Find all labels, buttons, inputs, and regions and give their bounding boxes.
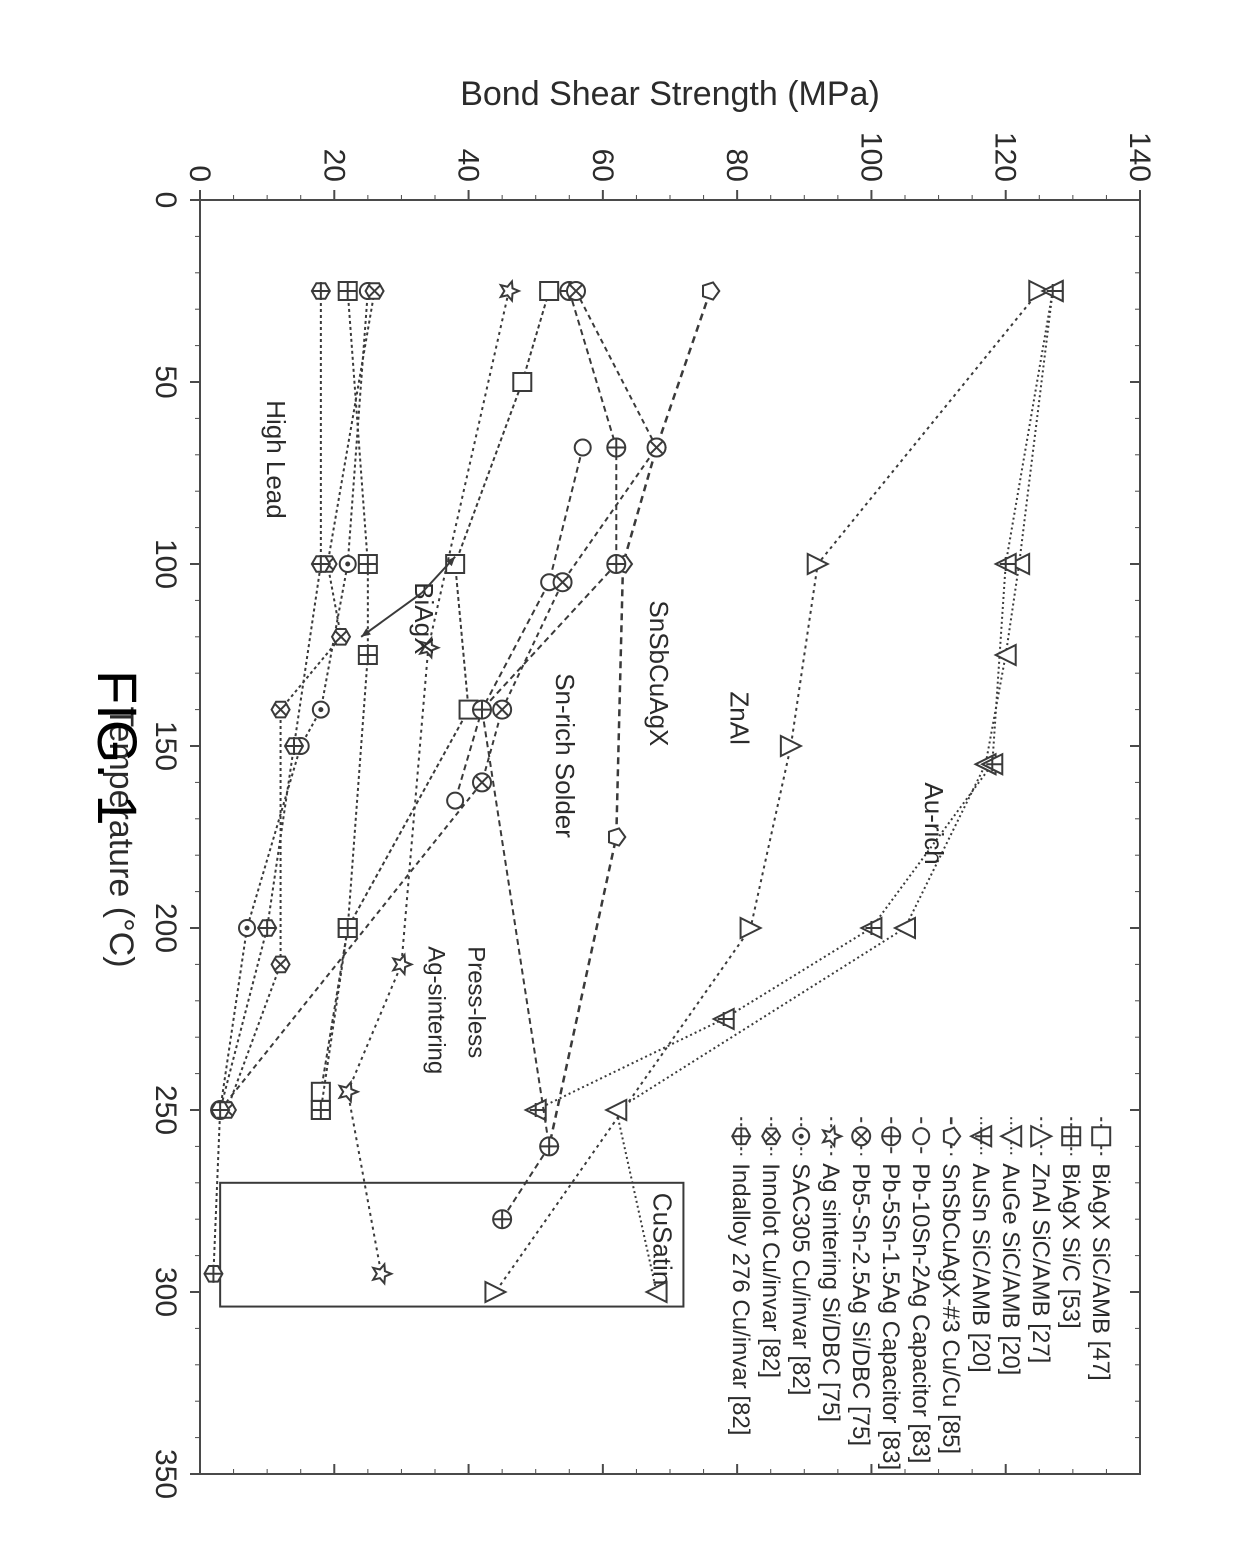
svg-text:100: 100 xyxy=(149,539,182,589)
chart-plot: 050100150200250300350020406080100120140T… xyxy=(60,30,1180,1514)
svg-text:350: 350 xyxy=(149,1449,182,1499)
svg-text:80: 80 xyxy=(720,149,753,182)
svg-text:Bond Shear Strength (MPa): Bond Shear Strength (MPa) xyxy=(460,75,880,113)
svg-text:CuSatin: CuSatin xyxy=(647,1193,677,1286)
svg-text:40: 40 xyxy=(452,149,485,182)
svg-text:Pb-5Sn-1.5Ag Capacitor [83]: Pb-5Sn-1.5Ag Capacitor [83] xyxy=(877,1163,904,1470)
svg-text:ZnAl: ZnAl xyxy=(724,691,754,744)
svg-text:Ag sintering Si/DBC [75]: Ag sintering Si/DBC [75] xyxy=(817,1163,844,1422)
legend-entry: Pb-10Sn-2Ag Capacitor [83] xyxy=(907,1117,934,1463)
svg-text:140: 140 xyxy=(1123,132,1156,182)
svg-text:50: 50 xyxy=(149,365,182,398)
svg-text:250: 250 xyxy=(149,1085,182,1135)
svg-text:BiAgX Si/C [53]: BiAgX Si/C [53] xyxy=(1057,1163,1084,1328)
svg-text:AuSn SiC/AMB [20]: AuSn SiC/AMB [20] xyxy=(967,1163,994,1372)
svg-text:SAC305 Cu/invar [82]: SAC305 Cu/invar [82] xyxy=(787,1163,814,1395)
svg-text:Press-less: Press-less xyxy=(463,946,490,1058)
svg-text:SnSbCuAgX: SnSbCuAgX xyxy=(644,600,674,746)
svg-text:Innolot Cu/invar [82]: Innolot Cu/invar [82] xyxy=(757,1163,784,1378)
svg-text:ZnAl SiC/AMB [27]: ZnAl SiC/AMB [27] xyxy=(1027,1163,1054,1363)
svg-text:100: 100 xyxy=(854,132,887,182)
svg-text:0: 0 xyxy=(183,165,216,182)
svg-text:Au-rich: Au-rich xyxy=(919,782,949,864)
svg-text:High Lead: High Lead xyxy=(261,400,291,519)
svg-text:120: 120 xyxy=(989,132,1022,182)
svg-text:Indalloy 276 Cu/invar [82]: Indalloy 276 Cu/invar [82] xyxy=(727,1163,754,1435)
svg-text:0: 0 xyxy=(149,192,182,209)
svg-text:60: 60 xyxy=(586,149,619,182)
legend-entry: Indalloy 276 Cu/invar [82] xyxy=(727,1117,754,1435)
svg-text:150: 150 xyxy=(149,721,182,771)
svg-text:BiAgX SiC/AMB [47]: BiAgX SiC/AMB [47] xyxy=(1087,1163,1114,1380)
svg-text:Sn-rich Solder: Sn-rich Solder xyxy=(550,673,580,838)
legend-entry: Pb5-Sn-2.5Ag Si/DBC [75] xyxy=(847,1117,874,1446)
svg-text:300: 300 xyxy=(149,1267,182,1317)
svg-text:Pb5-Sn-2.5Ag Si/DBC [75]: Pb5-Sn-2.5Ag Si/DBC [75] xyxy=(847,1163,874,1446)
figure-caption: FIG. 1 xyxy=(85,670,150,826)
svg-text:20: 20 xyxy=(317,149,350,182)
svg-text:Pb-10Sn-2Ag Capacitor [83]: Pb-10Sn-2Ag Capacitor [83] xyxy=(907,1163,934,1463)
legend-entry: SnSbCuAgX-#3 Cu/Cu [85] xyxy=(937,1117,964,1454)
figure-rotated-container: 050100150200250300350020406080100120140T… xyxy=(60,30,1180,1514)
svg-text:AuGe SiC/AMB [20]: AuGe SiC/AMB [20] xyxy=(997,1163,1024,1375)
legend-entry: Pb-5Sn-1.5Ag Capacitor [83] xyxy=(877,1117,904,1470)
svg-text:200: 200 xyxy=(149,903,182,953)
svg-text:BiAgX: BiAgX xyxy=(409,582,439,654)
svg-text:Ag-sintering: Ag-sintering xyxy=(422,946,449,1074)
legend-entry: Ag sintering Si/DBC [75] xyxy=(817,1117,844,1422)
svg-text:SnSbCuAgX-#3 Cu/Cu [85]: SnSbCuAgX-#3 Cu/Cu [85] xyxy=(937,1163,964,1454)
